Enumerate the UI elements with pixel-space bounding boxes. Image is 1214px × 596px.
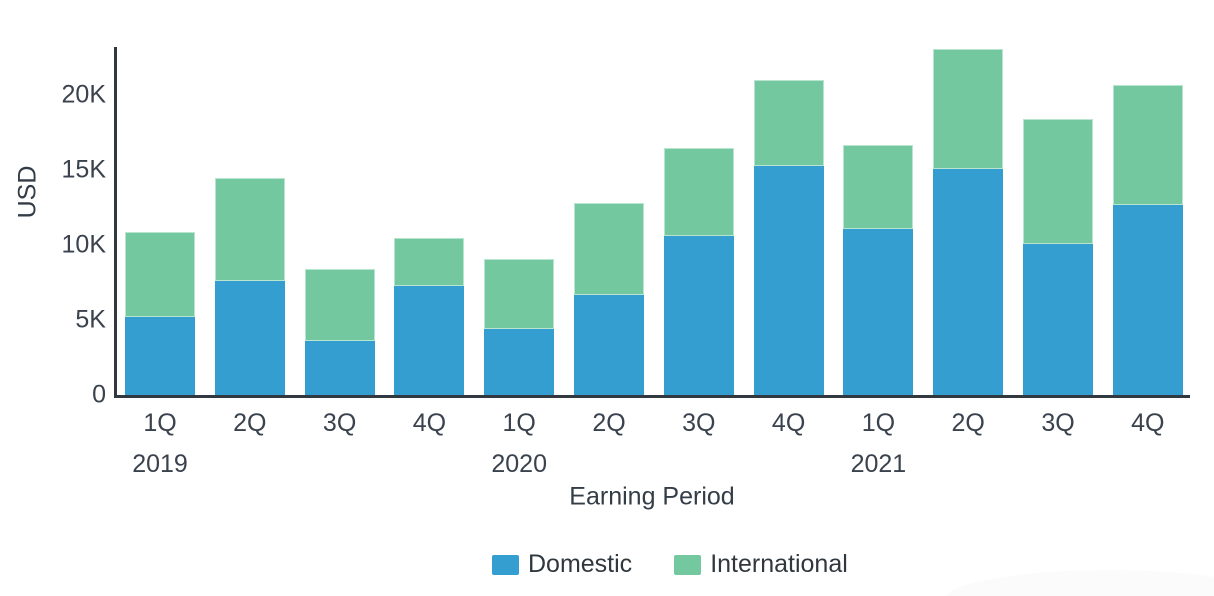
segment-international[interactable]: [933, 48, 1004, 169]
segment-international[interactable]: [843, 144, 914, 229]
bar-1q-2019: [125, 231, 195, 395]
y-tick-15k: 15K: [61, 155, 106, 184]
bar-1q-2021: [843, 144, 914, 395]
segment-domestic[interactable]: [304, 341, 375, 395]
x-tick-1q-2019: 1Q: [143, 409, 177, 437]
segment-international[interactable]: [1023, 119, 1093, 244]
segment-domestic[interactable]: [484, 329, 555, 395]
x-tick-3q-2020: 3Q: [682, 409, 716, 437]
segment-international[interactable]: [214, 177, 285, 281]
y-tick-20k: 20K: [61, 80, 106, 109]
legend: Domestic International: [492, 552, 848, 577]
x-tick-2q-2019: 2Q: [233, 409, 267, 437]
x-tick-3q-2019: 3Q: [322, 409, 357, 437]
bar-4q-2021: [1112, 84, 1183, 395]
x-tick-3q-2021: 3Q: [1041, 409, 1075, 437]
x-tick-4q-2019: 4Q: [412, 409, 447, 437]
segment-domestic[interactable]: [574, 294, 644, 395]
legend-label: International: [710, 550, 848, 578]
segment-domestic[interactable]: [125, 317, 195, 395]
y-axis-line: [114, 47, 117, 396]
x-tick-4q-2020: 4Q: [771, 409, 806, 437]
y-tick-5k: 5K: [75, 305, 106, 334]
segment-international[interactable]: [304, 269, 375, 341]
bar-3q-2019: [304, 269, 375, 395]
segment-international[interactable]: [663, 147, 734, 236]
bar-2q-2021: [933, 48, 1004, 395]
x-axis-title: Earning Period: [569, 482, 735, 511]
faint-watermark-shape: [944, 570, 1214, 596]
segment-domestic[interactable]: [1112, 204, 1183, 395]
x-tick-1q-2020: 1Q: [502, 409, 536, 437]
segment-international[interactable]: [753, 80, 824, 166]
x-tick-1q-2021: 1Q: [861, 409, 896, 437]
segment-domestic[interactable]: [394, 285, 465, 395]
segment-domestic[interactable]: [753, 165, 824, 395]
bar-4q-2020: [753, 80, 824, 395]
legend-label: Domestic: [528, 550, 633, 578]
segment-domestic[interactable]: [214, 281, 285, 395]
segment-domestic[interactable]: [1023, 243, 1093, 395]
y-tick-10k: 10K: [61, 230, 106, 259]
segment-domestic[interactable]: [663, 236, 734, 395]
legend-item-international[interactable]: International: [674, 552, 848, 577]
bar-2q-2020: [574, 203, 644, 395]
year-label-2020: 2020: [491, 450, 547, 478]
bar-3q-2020: [663, 147, 734, 395]
bar-4q-2019: [394, 237, 465, 395]
segment-international[interactable]: [394, 237, 465, 286]
y-tick-0: 0: [92, 380, 106, 409]
legend-swatch-international: [674, 554, 702, 575]
bar-1q-2020: [484, 258, 555, 395]
segment-international[interactable]: [574, 203, 644, 295]
segment-international[interactable]: [125, 231, 195, 317]
bar-2q-2019: [214, 177, 285, 395]
legend-item-domestic[interactable]: Domestic: [492, 552, 632, 577]
segment-international[interactable]: [1112, 84, 1183, 205]
segment-domestic[interactable]: [843, 228, 914, 395]
segment-domestic[interactable]: [933, 168, 1004, 395]
x-axis-line: [114, 395, 1190, 398]
x-tick-2q-2021: 2Q: [951, 409, 985, 437]
bar-3q-2021: [1023, 119, 1093, 395]
x-tick-4q-2021: 4Q: [1131, 409, 1165, 437]
x-tick-2q-2020: 2Q: [592, 409, 626, 437]
year-label-2019: 2019: [132, 450, 188, 478]
legend-swatch-domestic: [492, 554, 519, 575]
segment-international[interactable]: [484, 258, 555, 329]
year-label-2021: 2021: [850, 450, 907, 478]
